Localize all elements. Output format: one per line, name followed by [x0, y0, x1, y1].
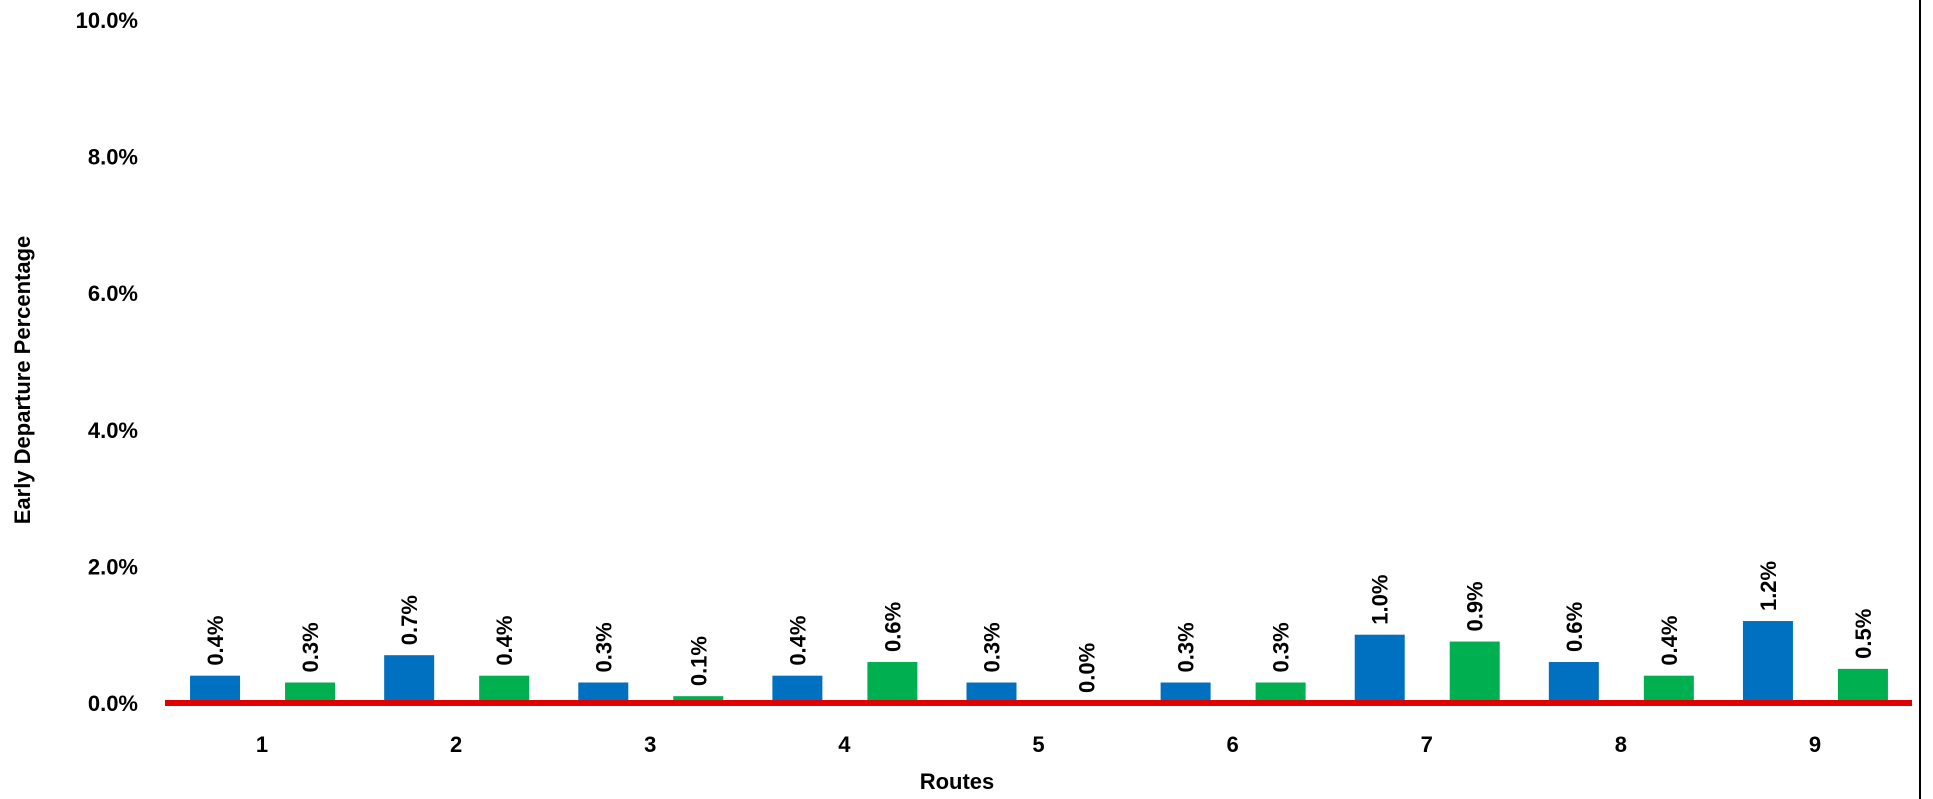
- bar-route-4-series-2: [867, 662, 918, 703]
- data-label-route-9-series-2: 0.5%: [1851, 609, 1876, 659]
- bar-route-3-series-1: [578, 682, 629, 703]
- data-label-route-2-series-2: 0.4%: [492, 616, 517, 666]
- x-tick-label-route-8: 8: [1615, 732, 1627, 757]
- data-label-route-7-series-1: 1.0%: [1368, 575, 1393, 625]
- bar-route-1-series-1: [190, 675, 241, 703]
- data-label-route-6-series-2: 0.3%: [1269, 622, 1294, 672]
- y-tick-label: 4.0%: [88, 418, 138, 443]
- y-axis-tick-labels: 0.0% 2.0% 4.0% 6.0% 8.0% 10.0%: [76, 8, 138, 716]
- x-axis-title: Routes: [920, 769, 995, 794]
- x-tick-label-route-2: 2: [450, 732, 462, 757]
- bar-route-9-series-1: [1742, 621, 1793, 703]
- x-tick-label-route-9: 9: [1809, 732, 1821, 757]
- data-label-route-8-series-1: 0.6%: [1562, 602, 1587, 652]
- bar-route-4-series-1: [772, 675, 823, 703]
- data-label-route-1-series-1: 0.4%: [203, 616, 228, 666]
- y-tick-label: 2.0%: [88, 554, 138, 579]
- bar-route-9-series-2: [1837, 668, 1888, 703]
- data-label-route-9-series-1: 1.2%: [1756, 561, 1781, 611]
- data-label-route-3-series-2: 0.1%: [686, 636, 711, 686]
- y-tick-label: 8.0%: [88, 145, 138, 170]
- x-tick-label-route-3: 3: [644, 732, 656, 757]
- bar-route-6-series-1: [1160, 682, 1211, 703]
- bar-route-8-series-1: [1548, 662, 1599, 703]
- bar-route-3-series-2: [673, 696, 724, 703]
- bar-route-7-series-1: [1354, 634, 1405, 703]
- data-label-route-7-series-2: 0.9%: [1463, 581, 1488, 631]
- data-label-route-4-series-1: 0.4%: [785, 616, 810, 666]
- bar-route-2-series-2: [479, 675, 530, 703]
- y-axis-title: Early Departure Percentage: [10, 236, 35, 525]
- data-label-route-6-series-1: 0.3%: [1174, 622, 1199, 672]
- bar-route-7-series-2: [1449, 641, 1500, 703]
- data-label-route-8-series-2: 0.4%: [1657, 616, 1682, 666]
- data-label-route-1-series-2: 0.3%: [298, 622, 323, 672]
- data-label-route-3-series-1: 0.3%: [591, 622, 616, 672]
- bar-route-6-series-2: [1255, 682, 1306, 703]
- x-tick-label-route-7: 7: [1421, 732, 1433, 757]
- y-tick-label: 0.0%: [88, 691, 138, 716]
- data-label-route-4-series-2: 0.6%: [880, 602, 905, 652]
- bar-route-5-series-1: [966, 682, 1017, 703]
- x-tick-label-route-6: 6: [1226, 732, 1238, 757]
- bar-route-2-series-1: [384, 655, 435, 703]
- x-tick-label-route-4: 4: [838, 732, 851, 757]
- y-tick-label: 6.0%: [88, 281, 138, 306]
- x-axis-tick-labels: 1 2 3 4 5 6 7 8 9: [256, 732, 1821, 757]
- x-tick-label-route-1: 1: [256, 732, 268, 757]
- y-tick-label: 10.0%: [76, 8, 138, 33]
- bar-data-labels: 0.4% 0.3% 0.7% 0.4% 0.3% 0.1% 0.4% 0.6% 0.3% 0.0%…: [203, 561, 1876, 693]
- x-tick-label-route-5: 5: [1032, 732, 1044, 757]
- data-label-route-5-series-1: 0.3%: [980, 622, 1005, 672]
- bar-route-1-series-2: [285, 682, 336, 703]
- data-label-route-2-series-1: 0.7%: [397, 595, 422, 645]
- data-label-route-5-series-2: 0.0%: [1075, 643, 1100, 693]
- bar-series: [190, 621, 1888, 703]
- bar-route-8-series-2: [1643, 675, 1694, 703]
